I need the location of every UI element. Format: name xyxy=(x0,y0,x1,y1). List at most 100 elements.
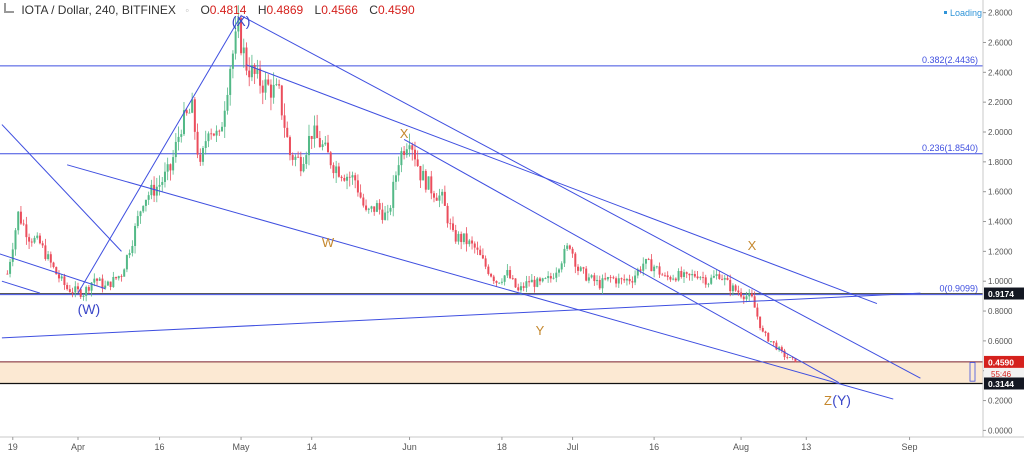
candle-body xyxy=(435,197,438,201)
candle-body xyxy=(226,94,229,111)
candle-body xyxy=(606,277,609,280)
loading-dot-icon xyxy=(944,11,947,14)
last-price-tag-box[interactable] xyxy=(984,355,1024,368)
trendline-5[interactable] xyxy=(246,64,878,305)
candle-body xyxy=(674,278,677,281)
candle-body xyxy=(411,145,414,150)
candle-body xyxy=(767,332,770,342)
trendline-7[interactable] xyxy=(1,292,921,339)
candle-body xyxy=(549,276,552,279)
candle-body xyxy=(182,110,185,135)
fib-label-2: 0(0.9099) xyxy=(939,284,978,294)
candle-body xyxy=(405,149,408,156)
candle-body xyxy=(631,281,634,283)
trendline-0[interactable] xyxy=(0,244,106,290)
candle-body xyxy=(525,281,528,288)
trendline-1[interactable] xyxy=(1,280,41,294)
candle-body xyxy=(688,273,691,276)
crosshair-price-tag-box[interactable] xyxy=(984,287,1024,300)
candle-body xyxy=(623,279,626,281)
candle-body xyxy=(310,135,313,139)
x-tick-label: Apr xyxy=(71,442,85,452)
candle-body xyxy=(128,252,131,256)
candle-body xyxy=(500,281,503,283)
candle-body xyxy=(202,147,205,162)
candle-body xyxy=(422,170,425,181)
candle-body xyxy=(22,223,25,225)
trendline-6[interactable] xyxy=(66,164,894,400)
candle-body xyxy=(587,277,590,281)
candle-body xyxy=(419,166,422,181)
candle-body xyxy=(446,205,449,224)
candle-body xyxy=(348,176,351,178)
candle-body xyxy=(647,259,650,260)
candle-body xyxy=(658,266,661,275)
trendline-4[interactable] xyxy=(240,15,921,379)
candle-body xyxy=(66,284,69,290)
candle-body xyxy=(560,263,563,270)
candle-body xyxy=(555,272,558,278)
candle-body xyxy=(696,276,699,279)
candle-body xyxy=(473,243,476,248)
candle-body xyxy=(628,279,631,282)
ohlc-high-value: 0.4869 xyxy=(266,3,304,17)
candle-body xyxy=(14,230,17,250)
candle-body xyxy=(96,278,99,281)
candle-body xyxy=(615,278,618,284)
candle-body xyxy=(6,273,9,275)
candle-body xyxy=(462,233,465,243)
candle-body xyxy=(177,136,180,142)
x-tick-label: Jul xyxy=(567,442,579,452)
candle-body xyxy=(44,245,47,260)
candle-body xyxy=(131,245,134,253)
y-tick-label: 1.8000 xyxy=(988,158,1013,167)
candle-body xyxy=(403,151,406,156)
candle-body xyxy=(481,255,484,259)
trendline-8[interactable] xyxy=(403,139,840,384)
loading-text: Loading xyxy=(950,8,983,18)
candle-body xyxy=(582,267,585,269)
candle-body xyxy=(783,350,786,358)
candle-body xyxy=(530,279,533,283)
symbol-title[interactable]: IOTA / Dollar, 240, BITFINEX xyxy=(21,3,176,17)
candle-body xyxy=(769,341,772,342)
support-price-tag-box[interactable] xyxy=(984,377,1024,390)
candle-body xyxy=(207,133,210,142)
candle-body xyxy=(712,275,715,278)
candle-body xyxy=(666,275,669,278)
candle-body xyxy=(221,126,224,132)
chevron-down-icon[interactable]: ◦ xyxy=(185,5,190,17)
x-tick-label: May xyxy=(233,442,251,452)
candle-body xyxy=(302,163,305,172)
trendline-3[interactable] xyxy=(77,15,242,294)
candle-body xyxy=(288,137,291,156)
candle-body xyxy=(123,269,126,277)
symbol-collapse-icon[interactable] xyxy=(4,3,14,13)
candle-body xyxy=(498,282,501,284)
candle-body xyxy=(394,175,397,182)
candle-body xyxy=(237,18,240,32)
candle-body xyxy=(280,85,283,116)
x-tick-label: Aug xyxy=(733,442,749,452)
candle-body xyxy=(484,258,487,267)
candle-body xyxy=(563,248,566,264)
candle-body xyxy=(617,278,620,284)
candle-body xyxy=(438,195,441,201)
candle-body xyxy=(452,223,455,231)
candle-body xyxy=(636,269,639,276)
candle-body xyxy=(590,275,593,278)
candle-body xyxy=(731,285,734,292)
candle-body xyxy=(609,277,612,278)
candle-body xyxy=(683,272,686,277)
candle-body xyxy=(153,184,156,196)
candle-body xyxy=(432,193,435,198)
candle-body xyxy=(449,223,452,225)
candle-body xyxy=(552,277,555,279)
trendline-2[interactable] xyxy=(1,124,122,252)
candle-body xyxy=(454,230,457,242)
candle-body xyxy=(375,203,378,212)
candle-body xyxy=(661,274,664,276)
candle-body xyxy=(299,156,302,172)
